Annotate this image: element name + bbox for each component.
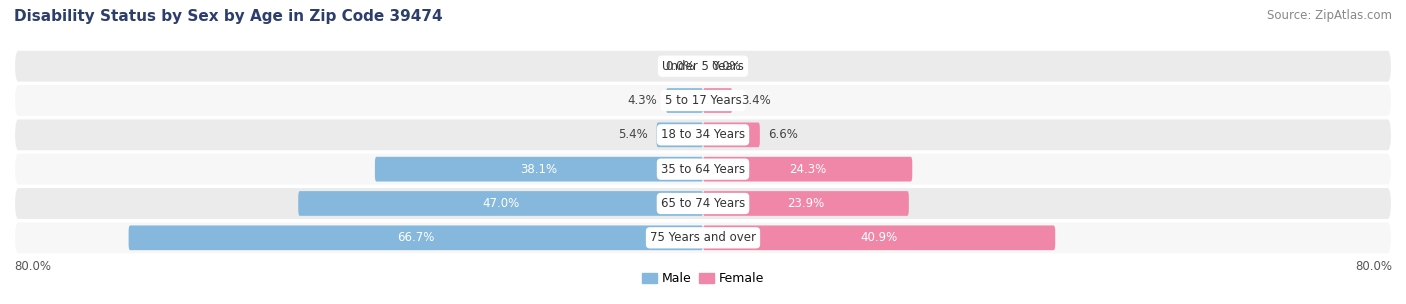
Text: 66.7%: 66.7% [396,231,434,244]
Text: 5 to 17 Years: 5 to 17 Years [665,94,741,107]
Text: 80.0%: 80.0% [1355,260,1392,273]
Text: 38.1%: 38.1% [520,163,558,176]
Text: 80.0%: 80.0% [14,260,51,273]
FancyBboxPatch shape [298,191,703,216]
Text: 5.4%: 5.4% [619,128,648,141]
FancyBboxPatch shape [14,50,1392,83]
Text: Under 5 Years: Under 5 Years [662,60,744,73]
FancyBboxPatch shape [703,191,908,216]
FancyBboxPatch shape [14,187,1392,220]
Text: 18 to 34 Years: 18 to 34 Years [661,128,745,141]
FancyBboxPatch shape [14,118,1392,151]
Text: Source: ZipAtlas.com: Source: ZipAtlas.com [1267,9,1392,22]
FancyBboxPatch shape [703,123,759,147]
Text: 23.9%: 23.9% [787,197,824,210]
Text: 40.9%: 40.9% [860,231,898,244]
FancyBboxPatch shape [703,157,912,181]
Text: 0.0%: 0.0% [711,60,741,73]
Text: 4.3%: 4.3% [627,94,658,107]
Text: 35 to 64 Years: 35 to 64 Years [661,163,745,176]
FancyBboxPatch shape [657,123,703,147]
FancyBboxPatch shape [703,226,1056,250]
Text: Disability Status by Sex by Age in Zip Code 39474: Disability Status by Sex by Age in Zip C… [14,9,443,24]
Text: 3.4%: 3.4% [741,94,770,107]
Text: 0.0%: 0.0% [665,60,695,73]
FancyBboxPatch shape [14,221,1392,254]
FancyBboxPatch shape [14,84,1392,117]
FancyBboxPatch shape [703,88,733,113]
FancyBboxPatch shape [128,226,703,250]
Text: 75 Years and over: 75 Years and over [650,231,756,244]
FancyBboxPatch shape [14,153,1392,186]
Text: 24.3%: 24.3% [789,163,827,176]
Legend: Male, Female: Male, Female [637,268,769,290]
FancyBboxPatch shape [375,157,703,181]
Text: 65 to 74 Years: 65 to 74 Years [661,197,745,210]
FancyBboxPatch shape [666,88,703,113]
Text: 47.0%: 47.0% [482,197,519,210]
Text: 6.6%: 6.6% [769,128,799,141]
